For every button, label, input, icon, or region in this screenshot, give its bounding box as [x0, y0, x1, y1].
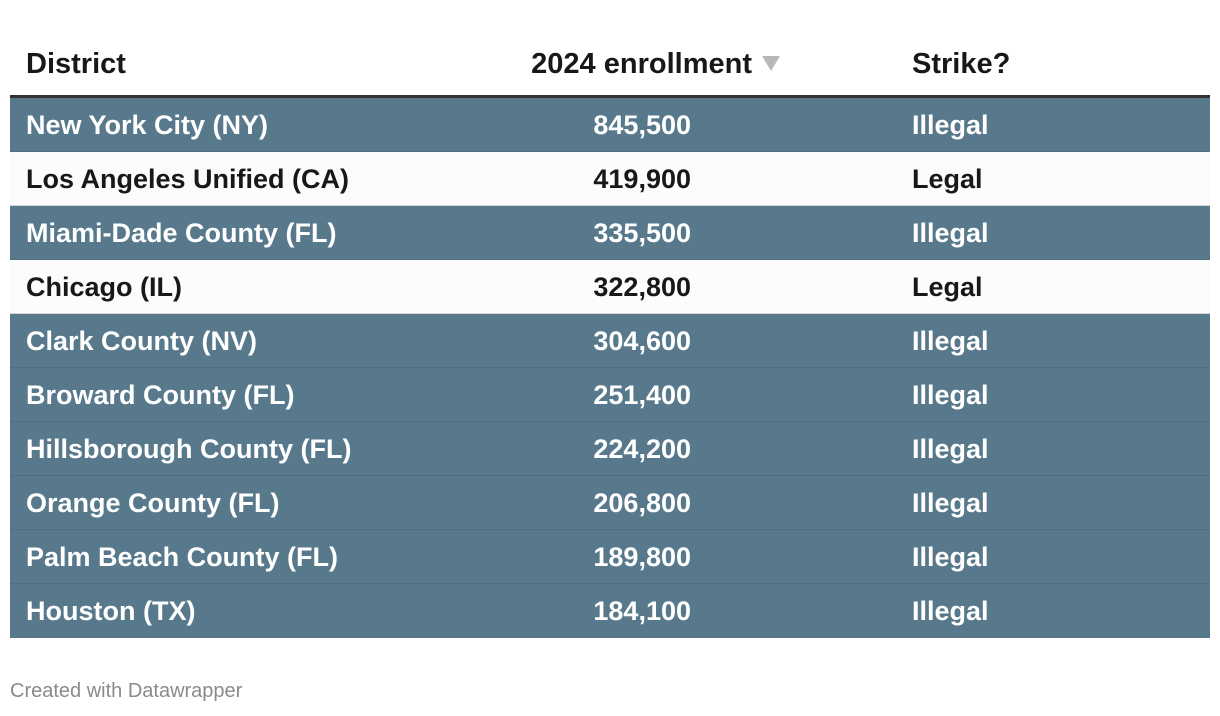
- cell-strike: Illegal: [912, 596, 989, 626]
- column-header-enrollment-label: 2024 enrollment: [531, 48, 752, 80]
- cell-strike: Illegal: [912, 326, 989, 356]
- table-row: New York City (NY) 845,500 Illegal: [10, 98, 1210, 152]
- cell-enrollment: 335,500: [593, 218, 691, 248]
- cell-enrollment: 845,500: [593, 110, 691, 140]
- cell-district: Chicago (IL): [26, 272, 182, 302]
- cell-strike: Legal: [912, 272, 983, 302]
- cell-district: Clark County (NV): [26, 326, 258, 356]
- cell-strike: Illegal: [912, 542, 989, 572]
- cell-enrollment: 224,200: [593, 434, 691, 464]
- table-row: Clark County (NV) 304,600 Illegal: [10, 314, 1210, 368]
- cell-strike: Illegal: [912, 110, 989, 140]
- cell-district: New York City (NY): [26, 110, 269, 140]
- table-row: Los Angeles Unified (CA) 419,900 Legal: [10, 152, 1210, 206]
- table-row: Chicago (IL) 322,800 Legal: [10, 260, 1210, 314]
- table-row: Broward County (FL) 251,400 Illegal: [10, 368, 1210, 422]
- cell-district: Hillsborough County (FL): [26, 434, 352, 464]
- column-header-enrollment[interactable]: 2024 enrollment: [531, 36, 780, 94]
- table-row: Orange County (FL) 206,800 Illegal: [10, 476, 1210, 530]
- table-body: New York City (NY) 845,500 Illegal Los Ange…: [10, 98, 1210, 638]
- cell-enrollment: 419,900: [593, 164, 691, 194]
- cell-strike: Illegal: [912, 218, 989, 248]
- table-row: Hillsborough County (FL) 224,200 Illegal: [10, 422, 1210, 476]
- cell-enrollment: 206,800: [593, 488, 691, 518]
- cell-district: Los Angeles Unified (CA): [26, 164, 350, 194]
- cell-strike: Illegal: [912, 488, 989, 518]
- cell-enrollment: 184,100: [593, 596, 691, 626]
- cell-enrollment: 251,400: [593, 380, 691, 410]
- sort-descending-icon[interactable]: [762, 55, 780, 71]
- cell-enrollment: 322,800: [593, 272, 691, 302]
- cell-district: Houston (TX): [26, 596, 196, 626]
- table-header: District 2024 enrollment Strike?: [10, 36, 1210, 98]
- cell-enrollment: 189,800: [593, 542, 691, 572]
- cell-strike: Illegal: [912, 380, 989, 410]
- cell-district: Orange County (FL): [26, 488, 280, 518]
- datawrapper-credit[interactable]: Created with Datawrapper: [10, 680, 243, 702]
- cell-strike: Illegal: [912, 434, 989, 464]
- table-row: Palm Beach County (FL) 189,800 Illegal: [10, 530, 1210, 584]
- cell-strike: Legal: [912, 164, 983, 194]
- cell-district: Palm Beach County (FL): [26, 542, 339, 572]
- table-row: Houston (TX) 184,100 Illegal: [10, 584, 1210, 638]
- cell-district: Broward County (FL): [26, 380, 295, 410]
- cell-district: Miami-Dade County (FL): [26, 218, 337, 248]
- column-header-strike[interactable]: Strike?: [912, 48, 1011, 80]
- data-table: District 2024 enrollment Strike? New Yor…: [10, 36, 1210, 638]
- table-row: Miami-Dade County (FL) 335,500 Illegal: [10, 206, 1210, 260]
- cell-enrollment: 304,600: [593, 326, 691, 356]
- column-header-district[interactable]: District: [26, 48, 126, 80]
